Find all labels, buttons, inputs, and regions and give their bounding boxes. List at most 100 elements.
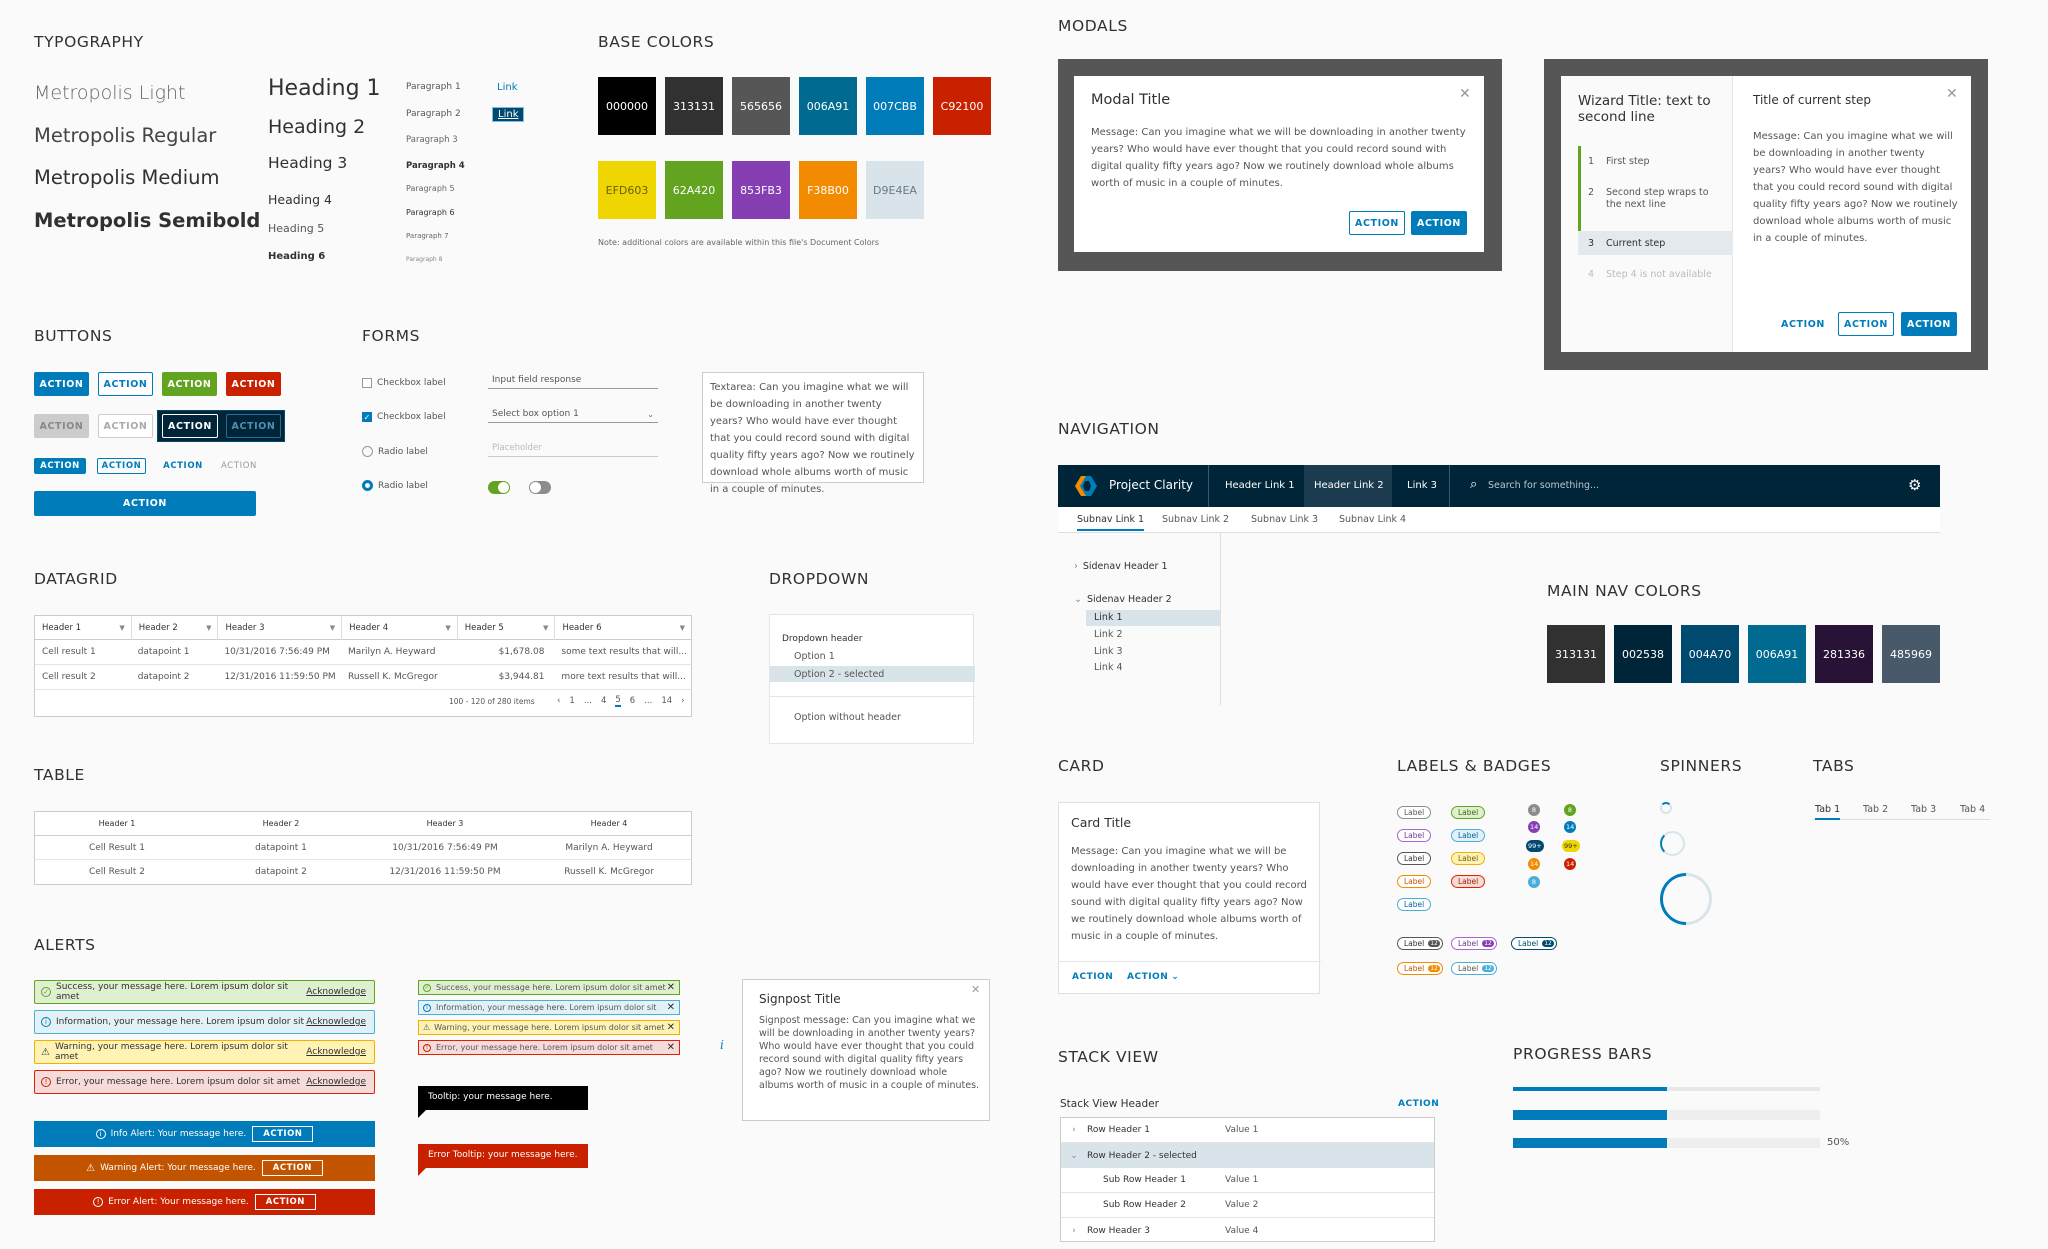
close-icon[interactable]: ✕ — [666, 1042, 675, 1053]
wizard-step-2[interactable]: 2 Second step wraps to the next line — [1588, 187, 1718, 211]
brand-name[interactable]: Project Clarity — [1109, 478, 1194, 492]
toggle-on[interactable] — [488, 481, 510, 494]
stack-view-action[interactable]: ACTION — [1398, 1099, 1440, 1109]
banner-action-button[interactable]: ACTION — [252, 1126, 314, 1142]
wizard-step-1[interactable]: 1 First step — [1588, 156, 1650, 167]
modal-action-outline-button[interactable]: ACTION — [1349, 211, 1405, 235]
success-button[interactable]: ACTION — [162, 372, 217, 396]
table-header-cell: Header 3 — [426, 819, 464, 828]
sidenav-header-2[interactable]: ⌄ Sidenav Header 2 — [1074, 594, 1172, 605]
datagrid-row[interactable]: Cell result 2 datapoint 2 12/31/2016 11:59… — [35, 665, 691, 690]
chevron-left-icon[interactable]: ‹ — [557, 696, 561, 706]
acknowledge-link[interactable]: Acknowledge — [306, 1077, 366, 1087]
page-4[interactable]: 4 — [600, 696, 607, 706]
danger-button[interactable]: ACTION — [226, 372, 281, 396]
small-outline-button[interactable]: ACTION — [97, 458, 146, 474]
banner-action-button[interactable]: ACTION — [261, 1160, 323, 1176]
page-5-current[interactable]: 5 — [615, 695, 621, 707]
textarea[interactable]: Textarea: Can you imagine what we will b… — [702, 372, 924, 495]
subnav-link-1[interactable]: Subnav Link 1 — [1077, 514, 1145, 531]
page-14[interactable]: 14 — [661, 696, 673, 706]
card-action-button[interactable]: ACTION — [1072, 972, 1114, 982]
dropdown-option-no-header[interactable]: Option without header — [794, 712, 901, 723]
header-link-1[interactable]: Header Link 1 — [1225, 480, 1295, 491]
select-box[interactable]: Select box option 1 ⌄ — [488, 406, 658, 423]
link[interactable]: Link — [497, 82, 518, 93]
flat-button[interactable]: ACTION — [163, 461, 203, 471]
table-cell: 10/31/2016 7:56:49 PM — [392, 842, 498, 853]
text-input[interactable]: Input field response — [488, 372, 658, 389]
placeholder-input[interactable]: Placeholder — [488, 440, 658, 457]
filter-icon[interactable]: ▼ — [543, 623, 549, 632]
sidenav-link-1[interactable]: Link 1 — [1094, 612, 1123, 623]
sidenav-link-2[interactable]: Link 2 — [1094, 629, 1123, 640]
card-action-dropdown[interactable]: ACTION ⌄ — [1127, 972, 1179, 982]
datagrid-header-cell[interactable]: Header 5 ▼ — [456, 615, 555, 640]
page-1[interactable]: 1 — [569, 696, 575, 706]
close-icon[interactable]: ✕ — [666, 982, 675, 993]
close-icon[interactable]: ✕ — [971, 983, 981, 996]
datagrid-header-cell[interactable]: Header 4 ▼ — [341, 615, 457, 640]
stack-row-2-selected[interactable]: ⌄ Row Header 2 - selected — [1061, 1143, 1434, 1168]
acknowledge-link[interactable]: Acknowledge — [306, 1017, 366, 1027]
wizard-action-primary-button[interactable]: ACTION — [1901, 312, 1957, 336]
datagrid-row[interactable]: Cell result 1 datapoint 1 10/31/2016 7:56:… — [35, 640, 691, 665]
sidenav-header-1[interactable]: › Sidenav Header 1 — [1074, 561, 1168, 572]
filter-icon[interactable]: ▼ — [679, 623, 686, 632]
header-link-2[interactable]: Header Link 2 — [1314, 480, 1384, 491]
acknowledge-link[interactable]: Acknowledge — [306, 987, 366, 997]
small-primary-button[interactable]: ACTION — [34, 458, 86, 474]
link-active[interactable]: Link — [491, 107, 525, 122]
sidenav-link-4[interactable]: Link 4 — [1094, 662, 1123, 673]
toggle-off[interactable] — [529, 481, 551, 494]
filter-icon[interactable]: ▼ — [119, 623, 125, 632]
modal-action-primary-button[interactable]: ACTION — [1411, 211, 1467, 235]
tab-4[interactable]: Tab 4 — [1960, 804, 1986, 815]
filter-icon[interactable]: ▼ — [445, 623, 451, 632]
dropdown-option-1[interactable]: Option 1 — [794, 651, 835, 662]
dropdown-header: Dropdown header — [782, 634, 863, 644]
close-icon[interactable]: ✕ — [666, 1022, 675, 1033]
checkbox-checked[interactable]: ✓ Checkbox label — [362, 412, 446, 422]
acknowledge-link[interactable]: Acknowledge — [306, 1047, 366, 1057]
datagrid-header-cell[interactable]: Header 3 ▼ — [217, 615, 341, 640]
outline-button[interactable]: ACTION — [98, 372, 153, 396]
stack-row-3[interactable]: › Row Header 3 Value 4 — [1061, 1218, 1434, 1243]
checkbox-unchecked[interactable]: Checkbox label — [362, 378, 446, 388]
tab-2[interactable]: Tab 2 — [1863, 804, 1889, 815]
datagrid-header-cell[interactable]: Header 1 ▼ — [35, 616, 131, 640]
page-6[interactable]: 6 — [629, 696, 636, 706]
search-input[interactable]: Search for something... — [1488, 480, 1600, 491]
primary-button[interactable]: ACTION — [34, 372, 89, 396]
subnav-link-4[interactable]: Subnav Link 4 — [1339, 514, 1407, 525]
banner-action-button[interactable]: ACTION — [254, 1194, 316, 1210]
dropdown-option-2-selected[interactable]: Option 2 - selected — [770, 666, 975, 682]
subnav-link-2[interactable]: Subnav Link 2 — [1162, 514, 1230, 525]
inverse-outline-button[interactable]: ACTION — [162, 414, 218, 438]
step-label: First step — [1606, 156, 1650, 167]
tab-1[interactable]: Tab 1 — [1815, 804, 1841, 820]
close-icon[interactable]: ✕ — [1946, 86, 1958, 102]
close-icon[interactable]: ✕ — [1459, 86, 1471, 102]
datagrid-header-cell[interactable]: Header 6 ▼ — [554, 615, 691, 640]
wizard-action-outline-button[interactable]: ACTION — [1838, 312, 1894, 336]
chevron-right-icon[interactable]: › — [681, 696, 685, 706]
step-number: 2 — [1588, 187, 1595, 198]
wizard-step-3-current[interactable]: 3 Current step — [1578, 231, 1733, 255]
datagrid-header-cell[interactable]: Header 2 ▼ — [130, 615, 218, 640]
radio-checked[interactable]: Radio label — [362, 480, 428, 491]
sidenav-link-3[interactable]: Link 3 — [1094, 646, 1123, 657]
stack-row-label: Row Header 2 - selected — [1087, 1150, 1197, 1161]
filter-icon[interactable]: ▼ — [206, 623, 212, 632]
radio-unchecked[interactable]: Radio label — [362, 446, 428, 457]
signpost-trigger-info-icon[interactable]: i — [720, 1038, 724, 1052]
subnav-link-3[interactable]: Subnav Link 3 — [1251, 514, 1319, 525]
block-button[interactable]: ACTION — [34, 491, 256, 516]
filter-icon[interactable]: ▼ — [329, 623, 336, 632]
header-link-3[interactable]: Link 3 — [1407, 480, 1438, 491]
stack-row-1[interactable]: › Row Header 1 Value 1 — [1061, 1118, 1434, 1143]
close-icon[interactable]: ✕ — [666, 1002, 675, 1013]
tab-3[interactable]: Tab 3 — [1911, 804, 1937, 815]
gear-icon[interactable]: ⚙ — [1908, 476, 1922, 494]
wizard-action-flat-button[interactable]: ACTION — [1781, 318, 1825, 330]
